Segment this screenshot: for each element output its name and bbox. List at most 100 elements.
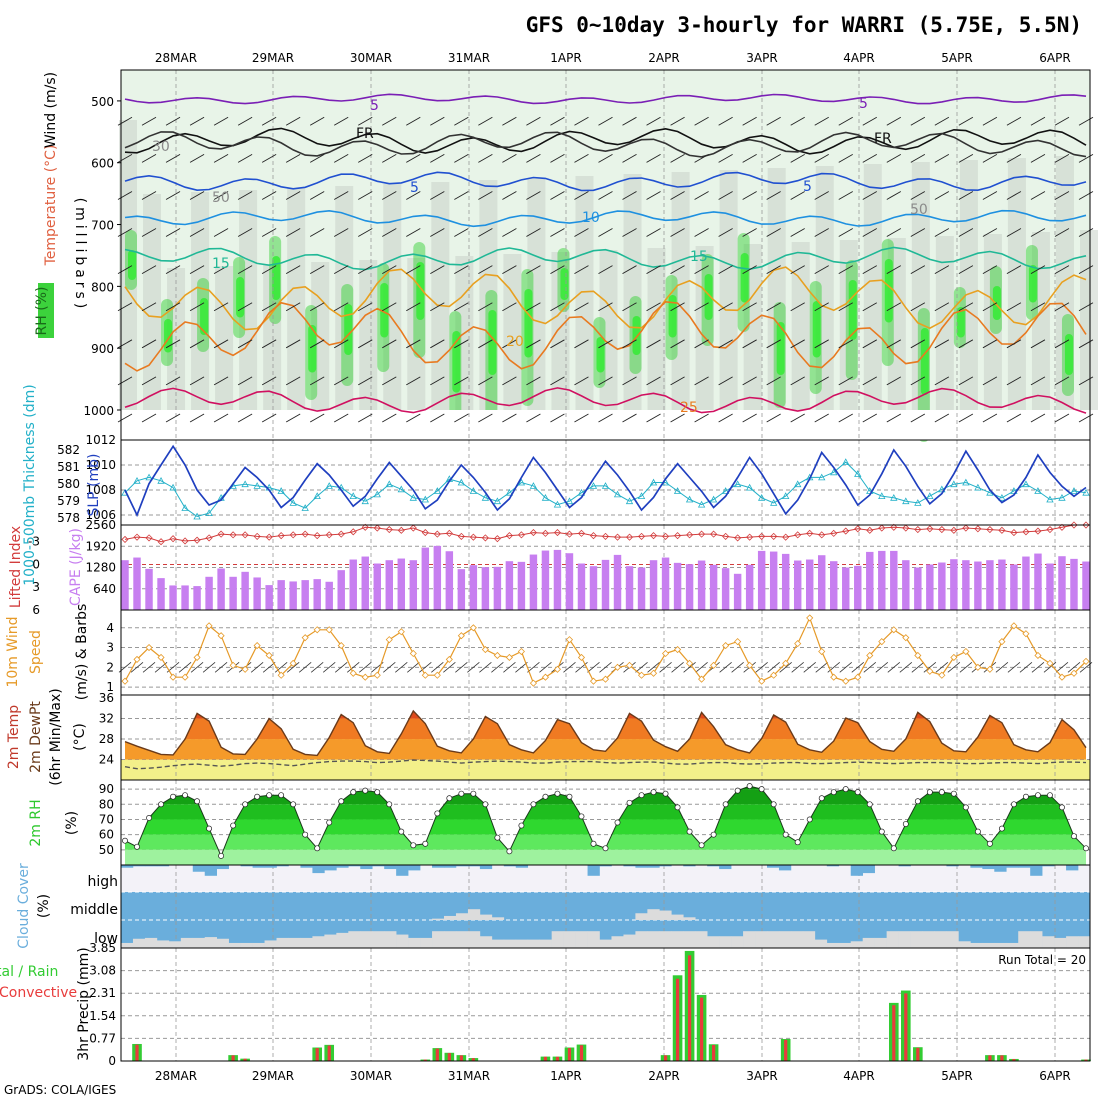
cloud-high-bar — [1006, 865, 1019, 868]
wind-barb — [670, 153, 685, 163]
wind-barb — [1006, 265, 1022, 275]
wind-barb — [550, 153, 565, 163]
li-point — [289, 531, 297, 539]
wind-speed-point — [854, 673, 862, 681]
wind-barb — [334, 302, 349, 312]
rh-bright-patch — [704, 274, 713, 320]
wind-barb-10m — [851, 662, 865, 673]
wind-barb — [526, 228, 541, 237]
thickness-point — [818, 473, 826, 481]
wind-speed-point — [830, 673, 838, 681]
wind-barb — [213, 191, 229, 200]
li-point — [794, 531, 802, 539]
wind-barb — [334, 265, 349, 275]
wind-barb — [742, 376, 757, 386]
wind-barb — [309, 265, 325, 275]
date-label-top: 29MAR — [252, 51, 294, 65]
rh-point — [458, 790, 465, 797]
wind-barb — [165, 116, 181, 126]
cape-bar — [890, 550, 898, 610]
wind-barb — [910, 413, 926, 423]
wind-speed-point — [1022, 630, 1030, 638]
cloud-low-gap — [790, 931, 804, 948]
wind-barb — [382, 228, 397, 237]
rh-bright-patch — [920, 328, 929, 395]
li-point — [577, 529, 586, 537]
wind-barb — [309, 339, 325, 349]
precip-convective-bar — [675, 978, 680, 1061]
li-point — [842, 527, 850, 535]
wind-barb — [862, 376, 877, 386]
wind-barb — [646, 116, 661, 126]
cloud-low-gap — [695, 931, 708, 948]
rh-shade-band — [125, 819, 1086, 835]
li-point — [157, 538, 165, 546]
li-tick-label: 6 — [32, 603, 40, 617]
pressure-tick-label: 1000 — [83, 404, 114, 418]
li-point — [589, 532, 598, 540]
li-tick-label: 3 — [32, 580, 40, 594]
rh-ylabel: 2m RH — [28, 799, 44, 846]
rh-tick-label: 60 — [99, 828, 114, 842]
wind-barb — [982, 116, 998, 126]
wind-barb-10m — [935, 662, 949, 673]
wind-barb — [189, 413, 205, 423]
date-label-bottom: 30MAR — [350, 1069, 392, 1083]
wind-barb — [1054, 116, 1070, 126]
wind-speed-point — [637, 671, 646, 679]
li-point — [145, 534, 153, 542]
wind-speed-point — [385, 636, 393, 644]
cloud-low-gap — [384, 931, 397, 948]
rh-bright-patch — [236, 277, 245, 318]
wind-barb — [598, 339, 613, 349]
wind-barb — [742, 302, 757, 312]
cloud-high-bar — [587, 865, 600, 876]
li-point — [758, 532, 766, 540]
wind-barb — [526, 339, 541, 349]
thickness-point — [313, 492, 321, 499]
wind-barb-10m — [1007, 662, 1021, 673]
cloud-low-gap — [874, 937, 887, 948]
precip-convective-bar — [892, 1005, 896, 1061]
rh-bright-patch — [344, 304, 353, 355]
thickness-point — [133, 476, 141, 484]
wind-barb — [886, 191, 902, 200]
cape-bar — [217, 568, 225, 610]
cape-bar — [205, 576, 213, 610]
cloud-low-gap — [671, 931, 684, 948]
precip-convective-bar — [904, 993, 908, 1061]
wind-barb — [478, 376, 493, 386]
thickness-point — [1034, 487, 1042, 494]
cape-bar — [1022, 556, 1030, 610]
precip-convective-bar — [243, 1058, 247, 1061]
wind-barb — [406, 228, 421, 237]
rh-point — [530, 801, 537, 808]
cloud-low-gap — [982, 942, 995, 948]
wind-barb — [718, 413, 733, 423]
rh-point — [134, 843, 140, 850]
wind-barb — [117, 153, 133, 163]
wind-barb — [285, 116, 301, 126]
li-point — [902, 524, 910, 532]
wind-barb — [598, 153, 613, 163]
wind-barb — [550, 228, 565, 237]
wind-barb — [694, 413, 709, 423]
cape-bar — [986, 560, 994, 610]
li-point — [1082, 521, 1090, 529]
wind-barb — [1006, 228, 1022, 237]
cloud-high-bar — [659, 865, 672, 867]
cloud-label-high: high — [87, 874, 118, 890]
wind-barb — [838, 376, 853, 386]
cloud-low-gap — [515, 939, 529, 948]
rh-point — [314, 845, 321, 852]
li-point — [181, 537, 189, 545]
wind-barb — [646, 228, 661, 237]
cape-bar — [926, 564, 934, 610]
cape-bar — [541, 550, 550, 610]
contour-label: 15 — [212, 256, 230, 272]
thickness-point — [685, 495, 694, 503]
wind-barb — [117, 302, 133, 312]
cape-bar — [625, 566, 634, 610]
wind-barb — [261, 376, 277, 386]
li-point — [529, 529, 537, 537]
